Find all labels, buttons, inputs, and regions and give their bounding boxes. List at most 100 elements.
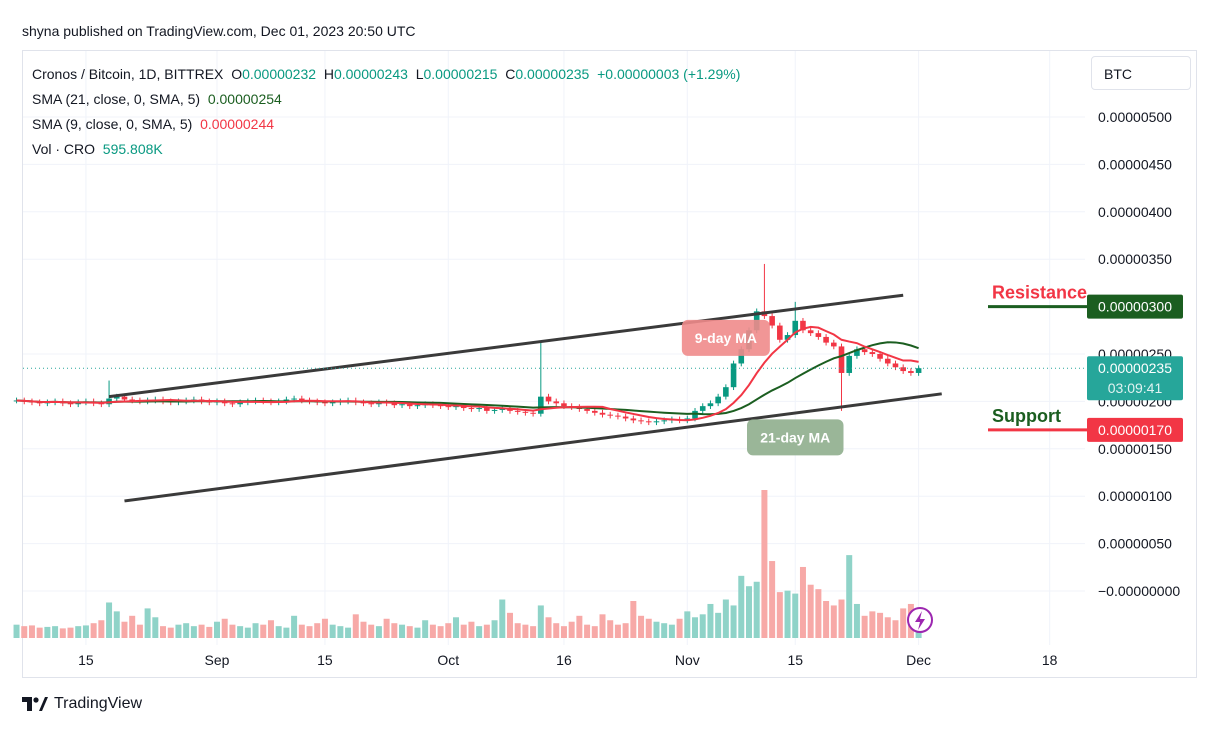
volume-bar: [900, 608, 907, 638]
sma21-value: 0.00000254: [207, 91, 282, 107]
lightning-icon[interactable]: [907, 607, 933, 633]
lower-channel-line: [124, 392, 942, 503]
candle-body: [869, 352, 876, 354]
volume-label: Vol · CRO: [32, 141, 96, 157]
footer-brand[interactable]: TradingView: [22, 695, 142, 713]
volume-bar: [753, 581, 760, 638]
x-tick-label: Nov: [675, 652, 700, 668]
volume-bar: [75, 626, 82, 638]
volume-bar: [160, 626, 167, 638]
candle-body: [707, 403, 714, 407]
volume-bar: [761, 490, 768, 638]
symbol-name[interactable]: Cronos / Bitcoin, 1D, BITTREX: [32, 66, 224, 82]
volume-bar: [630, 601, 637, 638]
level-price-tag: [1087, 417, 1183, 442]
open-value: 0.00000232: [242, 66, 317, 82]
volume-row[interactable]: Vol · CRO 595.808K: [32, 137, 740, 162]
candle-body: [792, 320, 799, 336]
legend: Cronos / Bitcoin, 1D, BITTREX O0.0000023…: [32, 62, 740, 162]
candle-body: [507, 408, 513, 411]
volume-bar: [861, 615, 868, 638]
volume-bar: [44, 626, 51, 638]
candle-body: [831, 342, 837, 347]
candle-body: [908, 371, 914, 373]
x-tick-label: 15: [78, 652, 94, 668]
volume-bar: [730, 605, 737, 638]
candle-body: [453, 406, 459, 408]
candle-body: [838, 346, 845, 373]
sma9-row[interactable]: SMA (9, close, 0, SMA, 5) 0.00000244: [32, 112, 740, 137]
candle-body: [414, 405, 421, 407]
y-tick-label: −0.00000000: [1098, 583, 1180, 599]
volume-bar: [298, 624, 305, 638]
volume-bar: [391, 623, 398, 638]
candle-body: [460, 406, 467, 409]
volume-bar: [846, 555, 853, 638]
volume-bar: [175, 624, 182, 638]
volume-bar: [52, 626, 59, 638]
volume-bar: [206, 626, 213, 638]
candle-body: [476, 408, 482, 410]
volume-bar: [329, 624, 336, 638]
sma21-label: SMA (21, close, 0, SMA, 5): [32, 91, 201, 107]
sma21-line: [16, 341, 919, 416]
volume-bar: [414, 627, 421, 638]
sma21-row[interactable]: SMA (21, close, 0, SMA, 5) 0.00000254: [32, 87, 740, 112]
candle-body: [699, 406, 706, 411]
volume-bar: [799, 566, 806, 638]
volume-bar: [337, 626, 344, 638]
volume-bar: [445, 623, 452, 638]
level-label: Support: [992, 406, 1061, 426]
volume-bar: [244, 627, 251, 638]
volume-bar: [722, 599, 729, 638]
volume-bar: [306, 626, 313, 638]
open-label: O: [231, 66, 243, 82]
candle-body: [322, 402, 328, 404]
x-tick-label: 18: [1042, 652, 1058, 668]
x-tick-label: 15: [787, 652, 803, 668]
volume-bar: [715, 612, 722, 638]
footer-brand-text: TradingView: [54, 695, 143, 712]
volume-bar: [368, 624, 375, 638]
volume-bar: [214, 621, 220, 638]
candle-body: [561, 403, 567, 407]
volume-bar: [707, 603, 714, 638]
volume-bar: [229, 624, 236, 638]
candle-body: [622, 416, 629, 419]
volume-bar: [383, 618, 390, 638]
volume-bar: [21, 626, 28, 638]
volume-bar: [692, 617, 699, 638]
candle-body: [900, 367, 906, 372]
high-label: H: [323, 66, 334, 82]
volume-bar: [252, 623, 259, 638]
candle-body: [715, 396, 721, 404]
volume-bar: [237, 626, 244, 638]
candle-body: [121, 396, 128, 400]
change-value: +0.00000003 (+1.29%): [597, 66, 741, 82]
countdown-label: 03:09:41: [1108, 380, 1163, 396]
candle-body: [607, 414, 614, 416]
volume-bar: [190, 626, 197, 638]
volume-bar: [807, 584, 814, 638]
candle-body: [391, 403, 398, 406]
sma9-line: [16, 325, 919, 422]
upper-channel-line: [108, 293, 904, 399]
candle-body: [815, 333, 822, 337]
currency-button[interactable]: BTC: [1091, 56, 1191, 90]
volume-bar: [560, 626, 567, 638]
volume-bar: [129, 615, 136, 638]
candle-body: [368, 403, 374, 405]
x-tick-label: Sep: [205, 652, 230, 668]
candle-body: [653, 421, 660, 423]
candle-body: [399, 404, 405, 406]
volume-bar: [830, 605, 837, 638]
volume-bar: [267, 620, 274, 638]
candle-body: [723, 387, 729, 397]
candle-body: [615, 415, 621, 417]
volume-bar: [668, 624, 675, 638]
candle-body: [491, 409, 498, 411]
volume-bar: [784, 590, 791, 638]
volume-bar: [460, 624, 467, 638]
volume-bar: [884, 617, 891, 638]
